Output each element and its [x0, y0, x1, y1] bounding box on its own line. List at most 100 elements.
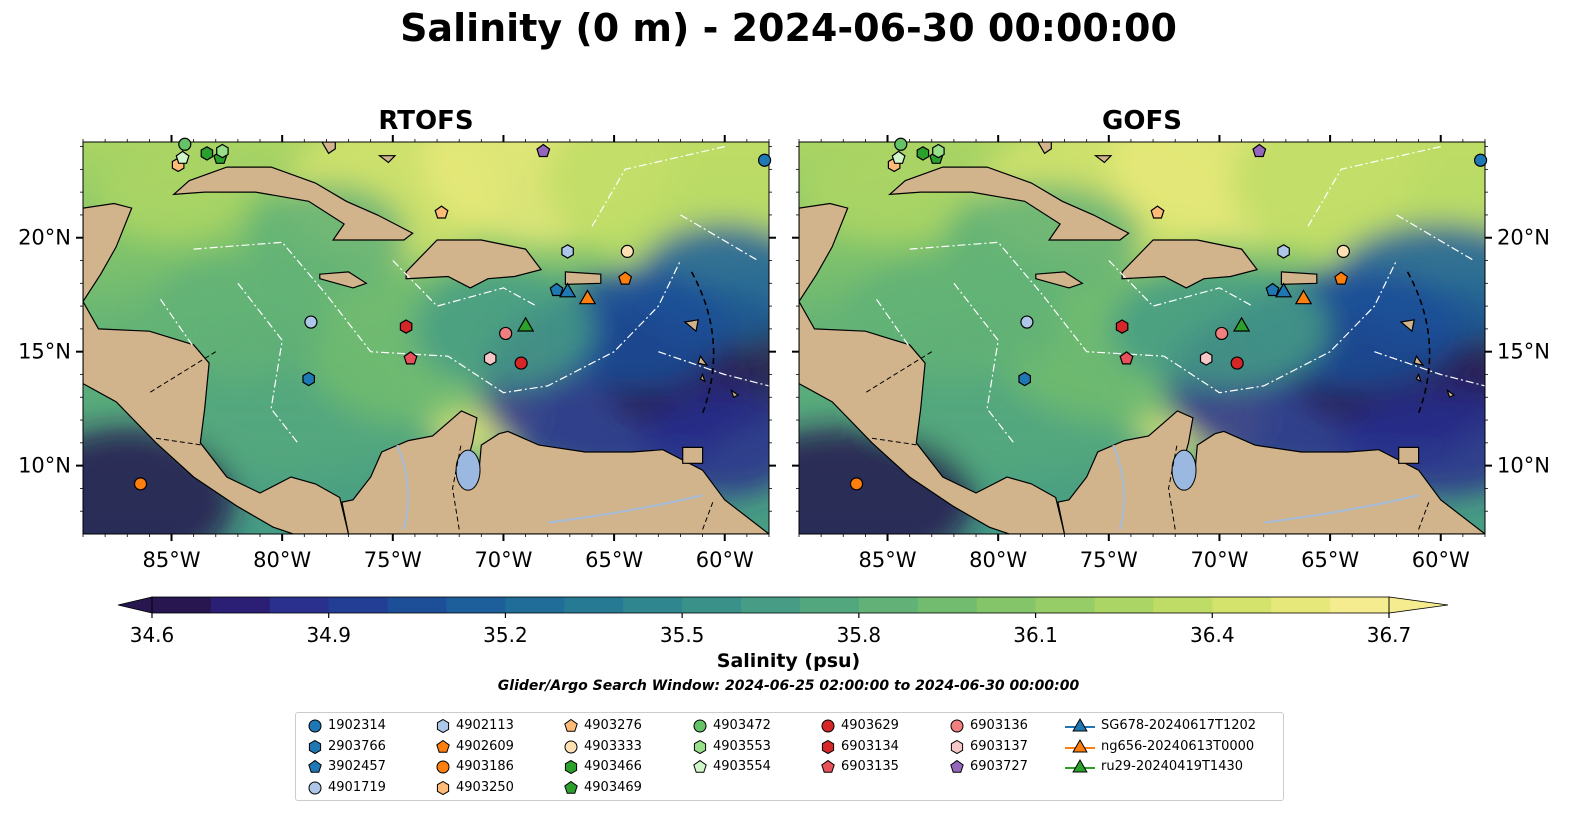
legend-marker [564, 740, 578, 753]
lon-tick-label-rtofs: 80°W [253, 548, 311, 572]
colorbar-tick-label: 36.1 [1013, 623, 1058, 647]
map-frame-gofs [798, 141, 1486, 535]
legend-marker [1065, 758, 1095, 773]
legend-label: 4903466 [584, 759, 642, 774]
legend-marker [436, 739, 450, 753]
float-marker-4902609-gofs [1334, 271, 1349, 285]
float-marker-6903135-rtofs [403, 351, 418, 365]
search-window-text: Glider/Argo Search Window: 2024-06-25 02… [497, 678, 1080, 694]
legend-marker [1065, 738, 1095, 752]
legend-label: 6903137 [970, 738, 1028, 754]
legend-label: 6903136 [970, 718, 1028, 733]
float-marker-6903135-gofs [1119, 351, 1134, 365]
legend-label: 4902609 [456, 738, 514, 754]
lon-tick-label-gofs: 70°W [1190, 548, 1248, 572]
lat-tick-label-right: 10°N [1497, 454, 1550, 478]
float-marker-4902113-rtofs [561, 244, 574, 259]
legend-entry: 6903135 [821, 758, 899, 776]
glider-marker-ng656-20240613T0000-gofs [1294, 289, 1313, 305]
float-marker-4903466-gofs [916, 146, 930, 161]
legend-label: 4903333 [584, 738, 642, 754]
legend-entry: 6903727 [950, 758, 1028, 776]
legend-marker [950, 739, 964, 754]
lat-tick-label-left: 20°N [18, 226, 71, 250]
legend-entry: 6903137 [950, 738, 1028, 756]
float-marker-4903333-rtofs [620, 244, 634, 258]
colorbar-tick-label: 34.6 [130, 623, 175, 647]
legend-label: 4903554 [713, 759, 771, 774]
lon-tick-label-gofs: 60°W [1412, 548, 1470, 572]
float-marker-3902457-rtofs [549, 282, 564, 297]
salinity-field-rtofs [83, 142, 769, 534]
legend-marker [564, 718, 578, 732]
legend-entry: 6903134 [821, 738, 899, 756]
float-marker-6903134-gofs [1115, 319, 1129, 334]
glider-marker-SG678-20240617T1202-gofs [1274, 282, 1293, 298]
legend-entry: 2903766 [308, 738, 386, 756]
float-marker-4901719-gofs [1020, 315, 1034, 329]
legend-marker [950, 719, 964, 733]
lat-tick-label-right: 15°N [1497, 340, 1550, 364]
float-marker-6903136-gofs [1215, 326, 1229, 341]
eez-boundaries-gofs [876, 146, 1485, 444]
legend-marker [564, 759, 578, 775]
legend-entry: 4903472 [693, 717, 771, 735]
legend-marker [821, 719, 835, 733]
legend-label: 4903472 [713, 718, 771, 733]
float-marker-4902113-gofs [1277, 244, 1290, 259]
legend-marker [308, 759, 322, 773]
float-marker-4903186-rtofs [133, 477, 148, 491]
colorbar-tick-label: 35.5 [660, 623, 705, 647]
float-marker-6903136-rtofs [499, 326, 513, 341]
lat-tick-label-left: 15°N [18, 340, 71, 364]
glider-marker-ru29-20240419T1430-rtofs [516, 316, 535, 332]
float-marker-4903186-gofs [849, 477, 864, 491]
legend-entry: 4903250 [436, 779, 514, 797]
legend-label: 1902314 [328, 718, 386, 733]
float-marker-1902314-rtofs [757, 153, 772, 167]
float-marker-4903553-gofs [932, 143, 945, 159]
legend-label: 4903276 [584, 718, 642, 733]
legend-entry: 4903333 [564, 738, 642, 756]
legend-marker [950, 759, 964, 773]
colorbar-tick-label: 35.2 [483, 623, 528, 647]
legend-entry: 4903186 [436, 758, 514, 776]
float-marker-4903629-gofs [1230, 356, 1244, 370]
legend: 1902314 2903766 3902457 4901719 4902113 49026… [295, 712, 1284, 801]
legend-entry: 4903629 [821, 717, 899, 735]
colorbar-tick-label: 34.9 [306, 623, 351, 647]
float-marker-4903276-gofs [1150, 205, 1165, 219]
legend-entry: 4903276 [564, 717, 642, 735]
legend-entry: 3902457 [308, 758, 386, 776]
legend-entry: 4902113 [436, 717, 514, 735]
map-frame-rtofs [82, 141, 770, 535]
colorbar-label: Salinity (psu) [716, 650, 861, 672]
float-marker-2903766-rtofs [302, 371, 315, 387]
legend-marker [1065, 717, 1095, 732]
float-marker-4903629-rtofs [514, 356, 528, 370]
bathymetry-contour-rtofs [690, 271, 715, 414]
legend-entry: 4902609 [436, 738, 514, 756]
float-marker-2903766-gofs [1018, 371, 1032, 387]
legend-label: ru29-20240419T1430 [1101, 759, 1244, 774]
legend-label: 6903134 [841, 738, 899, 754]
float-marker-6903134-rtofs [399, 319, 413, 334]
legend-label: 4903469 [584, 779, 642, 795]
lon-tick-label-gofs: 65°W [1301, 548, 1359, 572]
lon-tick-label-gofs: 85°W [859, 548, 917, 572]
float-marker-4903472-gofs [894, 137, 908, 151]
colorbar-tick-label: 35.8 [837, 623, 882, 647]
legend-entry: ng656-20240613T0000 [1065, 738, 1254, 756]
lat-tick-label-left: 10°N [18, 454, 71, 478]
glider-marker-SG678-20240617T1202-rtofs [558, 282, 577, 298]
lon-tick-label-rtofs: 65°W [585, 548, 643, 572]
land-gofs [799, 142, 1485, 534]
legend-marker [693, 759, 707, 773]
land-rtofs [83, 142, 769, 534]
legend-entry: 4903554 [693, 758, 771, 776]
panel-title-gofs: GOFS [1102, 106, 1182, 136]
lat-tick-label-right: 20°N [1497, 226, 1550, 250]
legend-label: ng656-20240613T0000 [1101, 738, 1255, 754]
legend-label: 6903727 [970, 759, 1028, 774]
figure-title: Salinity (0 m) - 2024-06-30 00:00:00 [400, 6, 1177, 50]
